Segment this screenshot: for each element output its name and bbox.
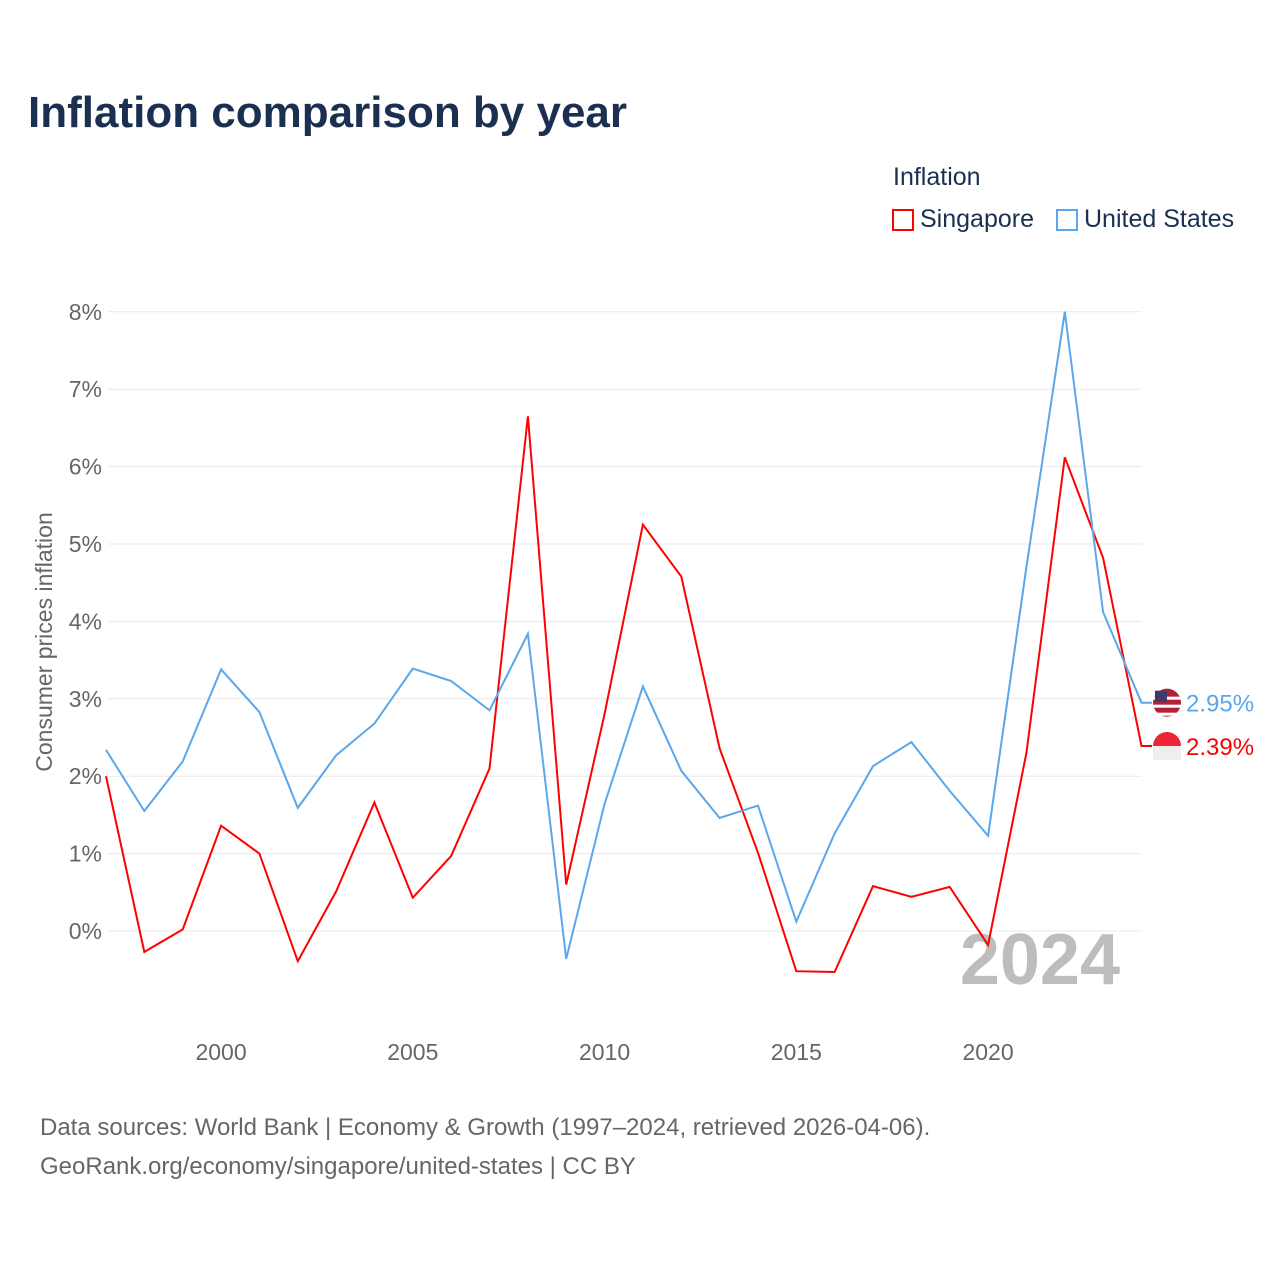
x-tick-label: 2010 (579, 1039, 630, 1065)
legend-swatch (1056, 208, 1078, 231)
x-tick-label: 2020 (962, 1039, 1013, 1065)
attribution-text: GeoRank.org/economy/singapore/united-sta… (40, 1153, 636, 1180)
year-watermark: 2024 (960, 920, 1120, 1000)
footer: Data sources: World Bank | Economy & Gro… (40, 1108, 930, 1186)
x-tick-label: 2005 (387, 1039, 438, 1065)
legend-title: Inflation (893, 163, 981, 191)
flag-stripe (1153, 704, 1181, 708)
flag-canton (1155, 690, 1167, 702)
legend-swatch (892, 208, 914, 231)
y-axis-label: Consumer prices inflation (31, 512, 57, 772)
y-tick-label: 7% (69, 376, 102, 402)
y-tick-label: 4% (69, 608, 102, 634)
end-value-label: 2.39% (1186, 734, 1254, 761)
flag-white-band (1153, 746, 1181, 761)
y-tick-label: 8% (69, 299, 102, 325)
end-value-label: 2.95% (1186, 691, 1254, 718)
legend-label: Singapore (920, 205, 1034, 233)
flag-stripe (1153, 712, 1181, 716)
y-tick-label: 2% (69, 763, 102, 789)
y-tick-label: 6% (69, 454, 102, 480)
y-tick-label: 0% (69, 918, 102, 944)
source-text: Data sources: World Bank | Economy & Gro… (40, 1114, 931, 1141)
series-line-singapore (105, 416, 1152, 974)
y-tick-label: 1% (69, 841, 102, 867)
legend-label: United States (1084, 205, 1235, 233)
x-tick-label: 2015 (771, 1039, 822, 1065)
legend-item-united-states[interactable]: United States (1056, 205, 1234, 234)
x-tick-label: 2000 (195, 1039, 246, 1065)
y-tick-label: 5% (69, 531, 102, 557)
legend-item-singapore[interactable]: Singapore (892, 205, 1034, 234)
y-tick-label: 3% (69, 686, 102, 712)
chart-title: Inflation comparison by year (28, 88, 628, 137)
